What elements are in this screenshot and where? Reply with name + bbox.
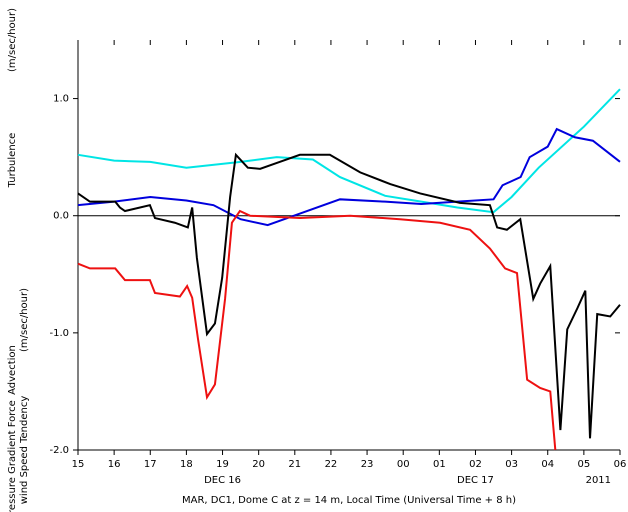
y-axis-label: Pressure Gradient Force bbox=[7, 400, 18, 512]
series-line bbox=[77, 127, 621, 227]
x-tick-label: 04 bbox=[541, 459, 554, 470]
y-axis-label: (m/sec/hour) bbox=[7, 8, 18, 72]
x-tick-label: 18 bbox=[180, 459, 193, 470]
x-tick-label: 15 bbox=[72, 459, 85, 470]
x-tick-label: 03 bbox=[505, 459, 518, 470]
x-tick-label: 06 bbox=[614, 459, 627, 470]
date-annotation: DEC 16 bbox=[204, 475, 241, 486]
x-tick-label: 01 bbox=[433, 459, 446, 470]
y-axis-label: wind Speed Tendency bbox=[19, 396, 30, 505]
x-tick-label: 17 bbox=[144, 459, 157, 470]
x-tick-label: 00 bbox=[397, 459, 410, 470]
x-tick-label: 22 bbox=[325, 459, 338, 470]
x-tick-label: 05 bbox=[577, 459, 590, 470]
series-line bbox=[77, 88, 621, 214]
date-annotation: 2011 bbox=[586, 475, 611, 486]
x-tick-label: 21 bbox=[288, 459, 301, 470]
x-tick-label: 02 bbox=[469, 459, 482, 470]
x-axis-label: MAR, DC1, Dome C at z = 14 m, Local Time… bbox=[182, 495, 516, 506]
y-tick-label: -2.0 bbox=[49, 445, 69, 456]
series-line bbox=[77, 152, 621, 439]
x-tick-label: 23 bbox=[361, 459, 374, 470]
x-tick-label: 19 bbox=[216, 459, 229, 470]
y-axis-label: Turbulence bbox=[7, 133, 18, 189]
x-tick-label: 16 bbox=[108, 459, 121, 470]
series-line bbox=[77, 209, 557, 451]
y-tick-label: 1.0 bbox=[53, 94, 69, 105]
y-tick-label: -1.0 bbox=[49, 328, 69, 339]
date-annotation: DEC 17 bbox=[457, 475, 494, 486]
y-tick-label: 0.0 bbox=[53, 211, 69, 222]
y-axis-label: (m/sec/hour) bbox=[19, 288, 30, 352]
y-axis-label: Advection bbox=[7, 345, 18, 395]
x-tick-label: 20 bbox=[252, 459, 265, 470]
